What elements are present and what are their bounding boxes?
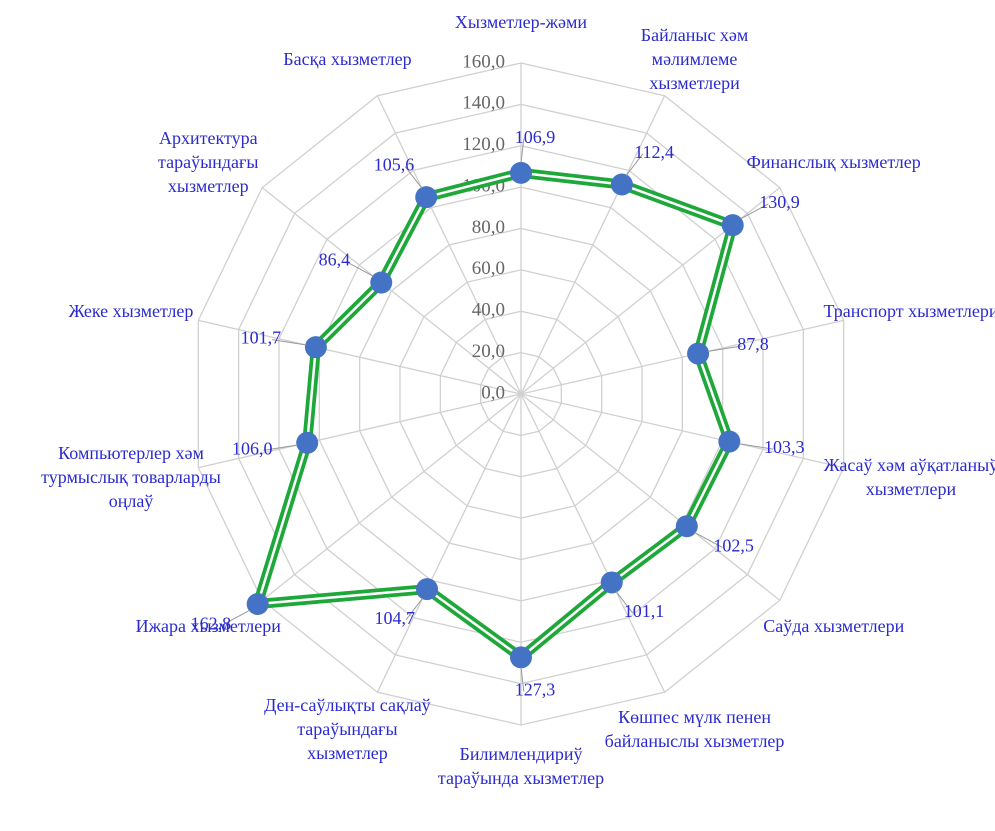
spoke: [520, 95, 666, 395]
marker: [718, 430, 741, 453]
category-label: Компьютерлер хәм турмыслық товарларды оң…: [41, 442, 221, 511]
data-label: 130,9: [759, 192, 800, 212]
leader-line: [739, 443, 774, 450]
category-label: Көшпес мүлк пенен байланыслы хызметлер: [604, 707, 785, 752]
r-tick-label: 80,0: [472, 217, 505, 238]
leader-line: [404, 166, 423, 189]
data-label: 106,9: [515, 127, 556, 147]
marker: [510, 161, 532, 184]
data-label: 101,1: [624, 601, 665, 621]
leader-line: [615, 591, 634, 614]
leader-line: [345, 260, 374, 277]
leader-line: [740, 203, 769, 220]
spoke: [198, 319, 522, 395]
leader-line: [405, 597, 424, 621]
r-tick-label: 60,0: [472, 258, 505, 279]
r-tick-label: 140,0: [462, 93, 505, 114]
category-label: Транспорт хызметлери: [823, 301, 995, 322]
marker: [610, 173, 633, 196]
marker: [304, 336, 327, 359]
spoke: [520, 319, 844, 395]
r-tick-label: 20,0: [472, 341, 505, 362]
marker: [600, 571, 623, 594]
data-label: 106,0: [232, 438, 273, 458]
leader-line: [263, 444, 298, 451]
r-tick-label: 160,0: [462, 51, 505, 72]
category-label: Архитектура тараўындағы хызметлер: [158, 128, 259, 197]
category-label: Ижара хызметлери: [135, 615, 281, 636]
marker: [370, 271, 393, 294]
category-label: Байланыс хәм мәлимлеме хызметлери: [640, 24, 749, 93]
category-label: Хызметлер-жәми: [454, 12, 588, 32]
data-label: 101,7: [241, 328, 282, 348]
data-label: 86,4: [319, 249, 351, 269]
leader-line: [625, 153, 644, 176]
r-tick-label: 40,0: [472, 300, 505, 321]
data-label: 112,4: [634, 142, 674, 162]
category-label: Жасаў хәм аўқатланыў хызметлери: [823, 454, 995, 499]
leader-line: [272, 339, 307, 346]
r-tick-label: 120,0: [462, 134, 505, 155]
category-label: Финанслық хызметлер: [746, 152, 921, 173]
category-label: Билимлендириў тараўында хызметлер: [437, 744, 605, 788]
marker: [687, 342, 710, 365]
marker: [416, 578, 439, 601]
data-label: 162,8: [191, 613, 232, 633]
category-label: Басқа хызметлер: [283, 48, 412, 69]
leader-line: [707, 345, 742, 352]
data-label: 102,5: [713, 536, 754, 556]
marker: [296, 431, 319, 454]
data-label: 105,6: [374, 155, 415, 175]
marker: [510, 646, 532, 669]
spoke: [261, 393, 522, 601]
data-label: 103,3: [764, 437, 805, 457]
spoke: [376, 95, 522, 395]
marker: [246, 592, 269, 615]
marker: [415, 186, 438, 209]
spoke: [520, 393, 844, 469]
category-label: Саўда хызметлери: [763, 615, 905, 636]
spoke: [376, 393, 522, 693]
spoke: [520, 393, 666, 693]
spoke: [261, 187, 522, 395]
spoke: [520, 393, 781, 601]
leader-line: [520, 667, 525, 692]
leader-line: [221, 609, 251, 626]
data-label: 104,7: [375, 608, 416, 628]
marker: [675, 515, 698, 538]
category-label: Жеке хызметлер: [68, 301, 194, 322]
data-label: 127,3: [515, 679, 556, 699]
data-label: 87,8: [737, 334, 769, 354]
leader-line: [520, 138, 525, 163]
marker: [721, 214, 744, 237]
r-tick-label: 0,0: [481, 382, 505, 403]
spoke: [198, 393, 522, 469]
leader-line: [694, 532, 723, 548]
category-label: Ден-саўлықты сақлаў тараўындағы хызметле…: [264, 695, 431, 764]
